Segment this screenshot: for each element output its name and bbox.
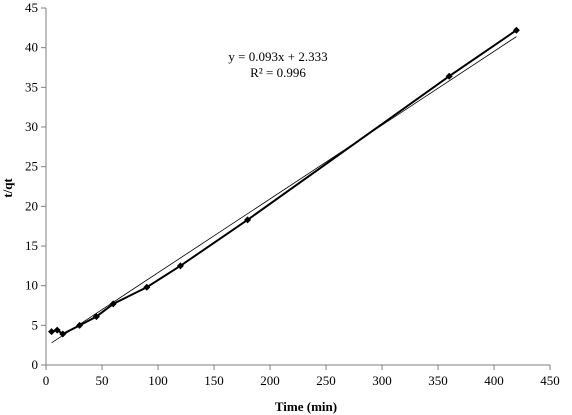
- trendline: [51, 36, 517, 344]
- x-tick-label: 300: [372, 373, 392, 388]
- x-axis-title: Time (min): [275, 399, 337, 414]
- data-point: [244, 216, 252, 224]
- y-tick-label: 45: [25, 0, 38, 15]
- data-point: [512, 26, 520, 34]
- y-tick-label: 25: [25, 159, 38, 174]
- x-tick-label: 400: [484, 373, 504, 388]
- data-point: [109, 300, 117, 308]
- data-point: [445, 72, 453, 80]
- data-series: [48, 26, 520, 338]
- data-point: [59, 330, 67, 338]
- y-tick-label: 10: [25, 278, 38, 293]
- trendline-equation: y = 0.093x + 2.333: [228, 49, 327, 64]
- y-tick-label: 20: [25, 198, 38, 213]
- x-axis-ticks: 0 50 100 150 200 250 300 350 400 450: [43, 365, 560, 388]
- data-point: [53, 326, 61, 334]
- x-tick-label: 100: [148, 373, 168, 388]
- data-point: [48, 328, 56, 336]
- x-tick-label: 450: [540, 373, 560, 388]
- y-axis-ticks: 0 5 10 15 20 25 30 35 40 45: [25, 0, 46, 372]
- y-tick-label: 30: [25, 119, 38, 134]
- x-tick-label: 0: [43, 373, 50, 388]
- x-tick-label: 250: [316, 373, 336, 388]
- x-tick-label: 50: [96, 373, 109, 388]
- y-tick-label: 5: [32, 317, 39, 332]
- x-tick-label: 200: [260, 373, 280, 388]
- r-squared-label: R² = 0.996: [250, 65, 306, 80]
- x-tick-label: 350: [428, 373, 448, 388]
- y-tick-label: 35: [25, 79, 38, 94]
- x-tick-label: 150: [204, 373, 224, 388]
- data-point: [176, 262, 184, 270]
- y-tick-label: 15: [25, 238, 38, 253]
- linear-trendline: [51, 36, 517, 344]
- data-point: [143, 283, 151, 291]
- y-axis-title: t/qt: [0, 178, 15, 198]
- data-point: [92, 313, 100, 321]
- data-point: [76, 321, 84, 329]
- y-tick-label: 40: [25, 40, 38, 55]
- y-tick-label: 0: [32, 357, 39, 372]
